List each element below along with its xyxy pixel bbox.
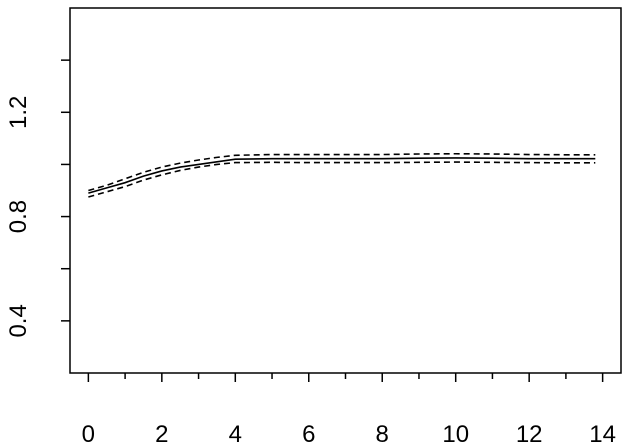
x-tick-label: 14 [589,421,616,448]
estimate-line [88,157,596,194]
x-tick-label: 8 [376,421,389,448]
x-tick-label: 0 [82,421,95,448]
x-tick-label: 2 [155,421,168,448]
tick-labels: 0 2 4 6 8 10 12 14 0.4 0.8 1.2 [5,96,616,448]
x-tick-label: 4 [229,421,242,448]
x-tick-label: 6 [302,421,315,448]
x-tick-label: 10 [442,421,469,448]
confidence-band-line [88,161,596,198]
axes [61,7,622,382]
series-group [88,152,596,198]
plot-frame [69,7,622,374]
y-tick-label: 0.8 [5,200,32,233]
x-tick-label: 12 [516,421,543,448]
y-tick-label: 0.4 [5,304,32,337]
y-tick-label: 1.2 [5,96,32,129]
